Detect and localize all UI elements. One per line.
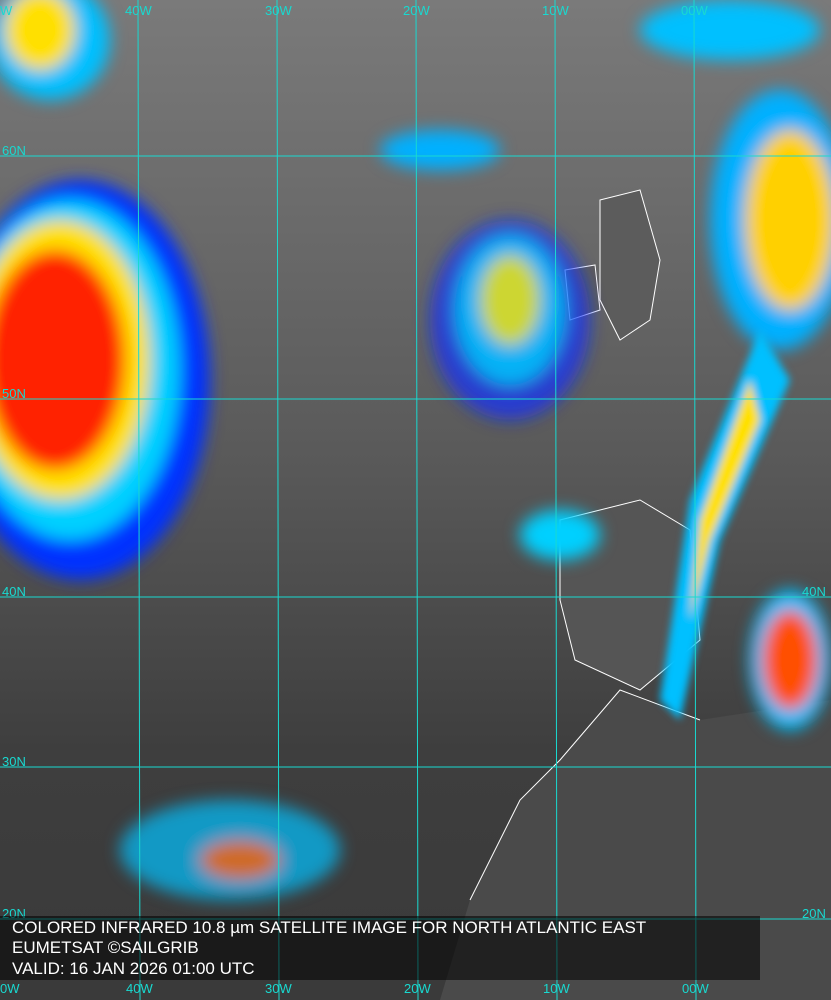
lat-label-right: 40N (802, 584, 826, 599)
caption-title: COLORED INFRARED 10.8 µm SATELLITE IMAGE… (12, 918, 647, 937)
lat-label-left: 30N (2, 754, 26, 769)
lon-label-top: 20W (403, 3, 430, 18)
lon-label-top: 00W (681, 3, 708, 18)
lon-label-bottom: 10W (543, 981, 570, 996)
lon-label-bottom: 30W (265, 981, 292, 996)
caption-valid-time: VALID: 16 JAN 2026 01:00 UTC (12, 959, 255, 978)
lon-label-bottom: 20W (404, 981, 431, 996)
lat-label-left: 40N (2, 584, 26, 599)
lat-label-left: 60N (2, 143, 26, 158)
lat-label-right: 20N (802, 906, 826, 921)
cloud-systems (0, 0, 831, 900)
lon-label-bottom: 40W (126, 981, 153, 996)
lat-label-left: 50N (2, 386, 26, 401)
lon-label-top: 10W (542, 3, 569, 18)
caption-source: EUMETSAT ©SAILGRIB (12, 938, 199, 957)
lon-label-bottom: 0W (0, 981, 20, 996)
corner-label: W (0, 3, 13, 18)
lon-label-bottom: 00W (682, 981, 709, 996)
lon-label-top: 40W (125, 3, 152, 18)
lon-label-top: 30W (265, 3, 292, 18)
caption-box (0, 916, 760, 980)
